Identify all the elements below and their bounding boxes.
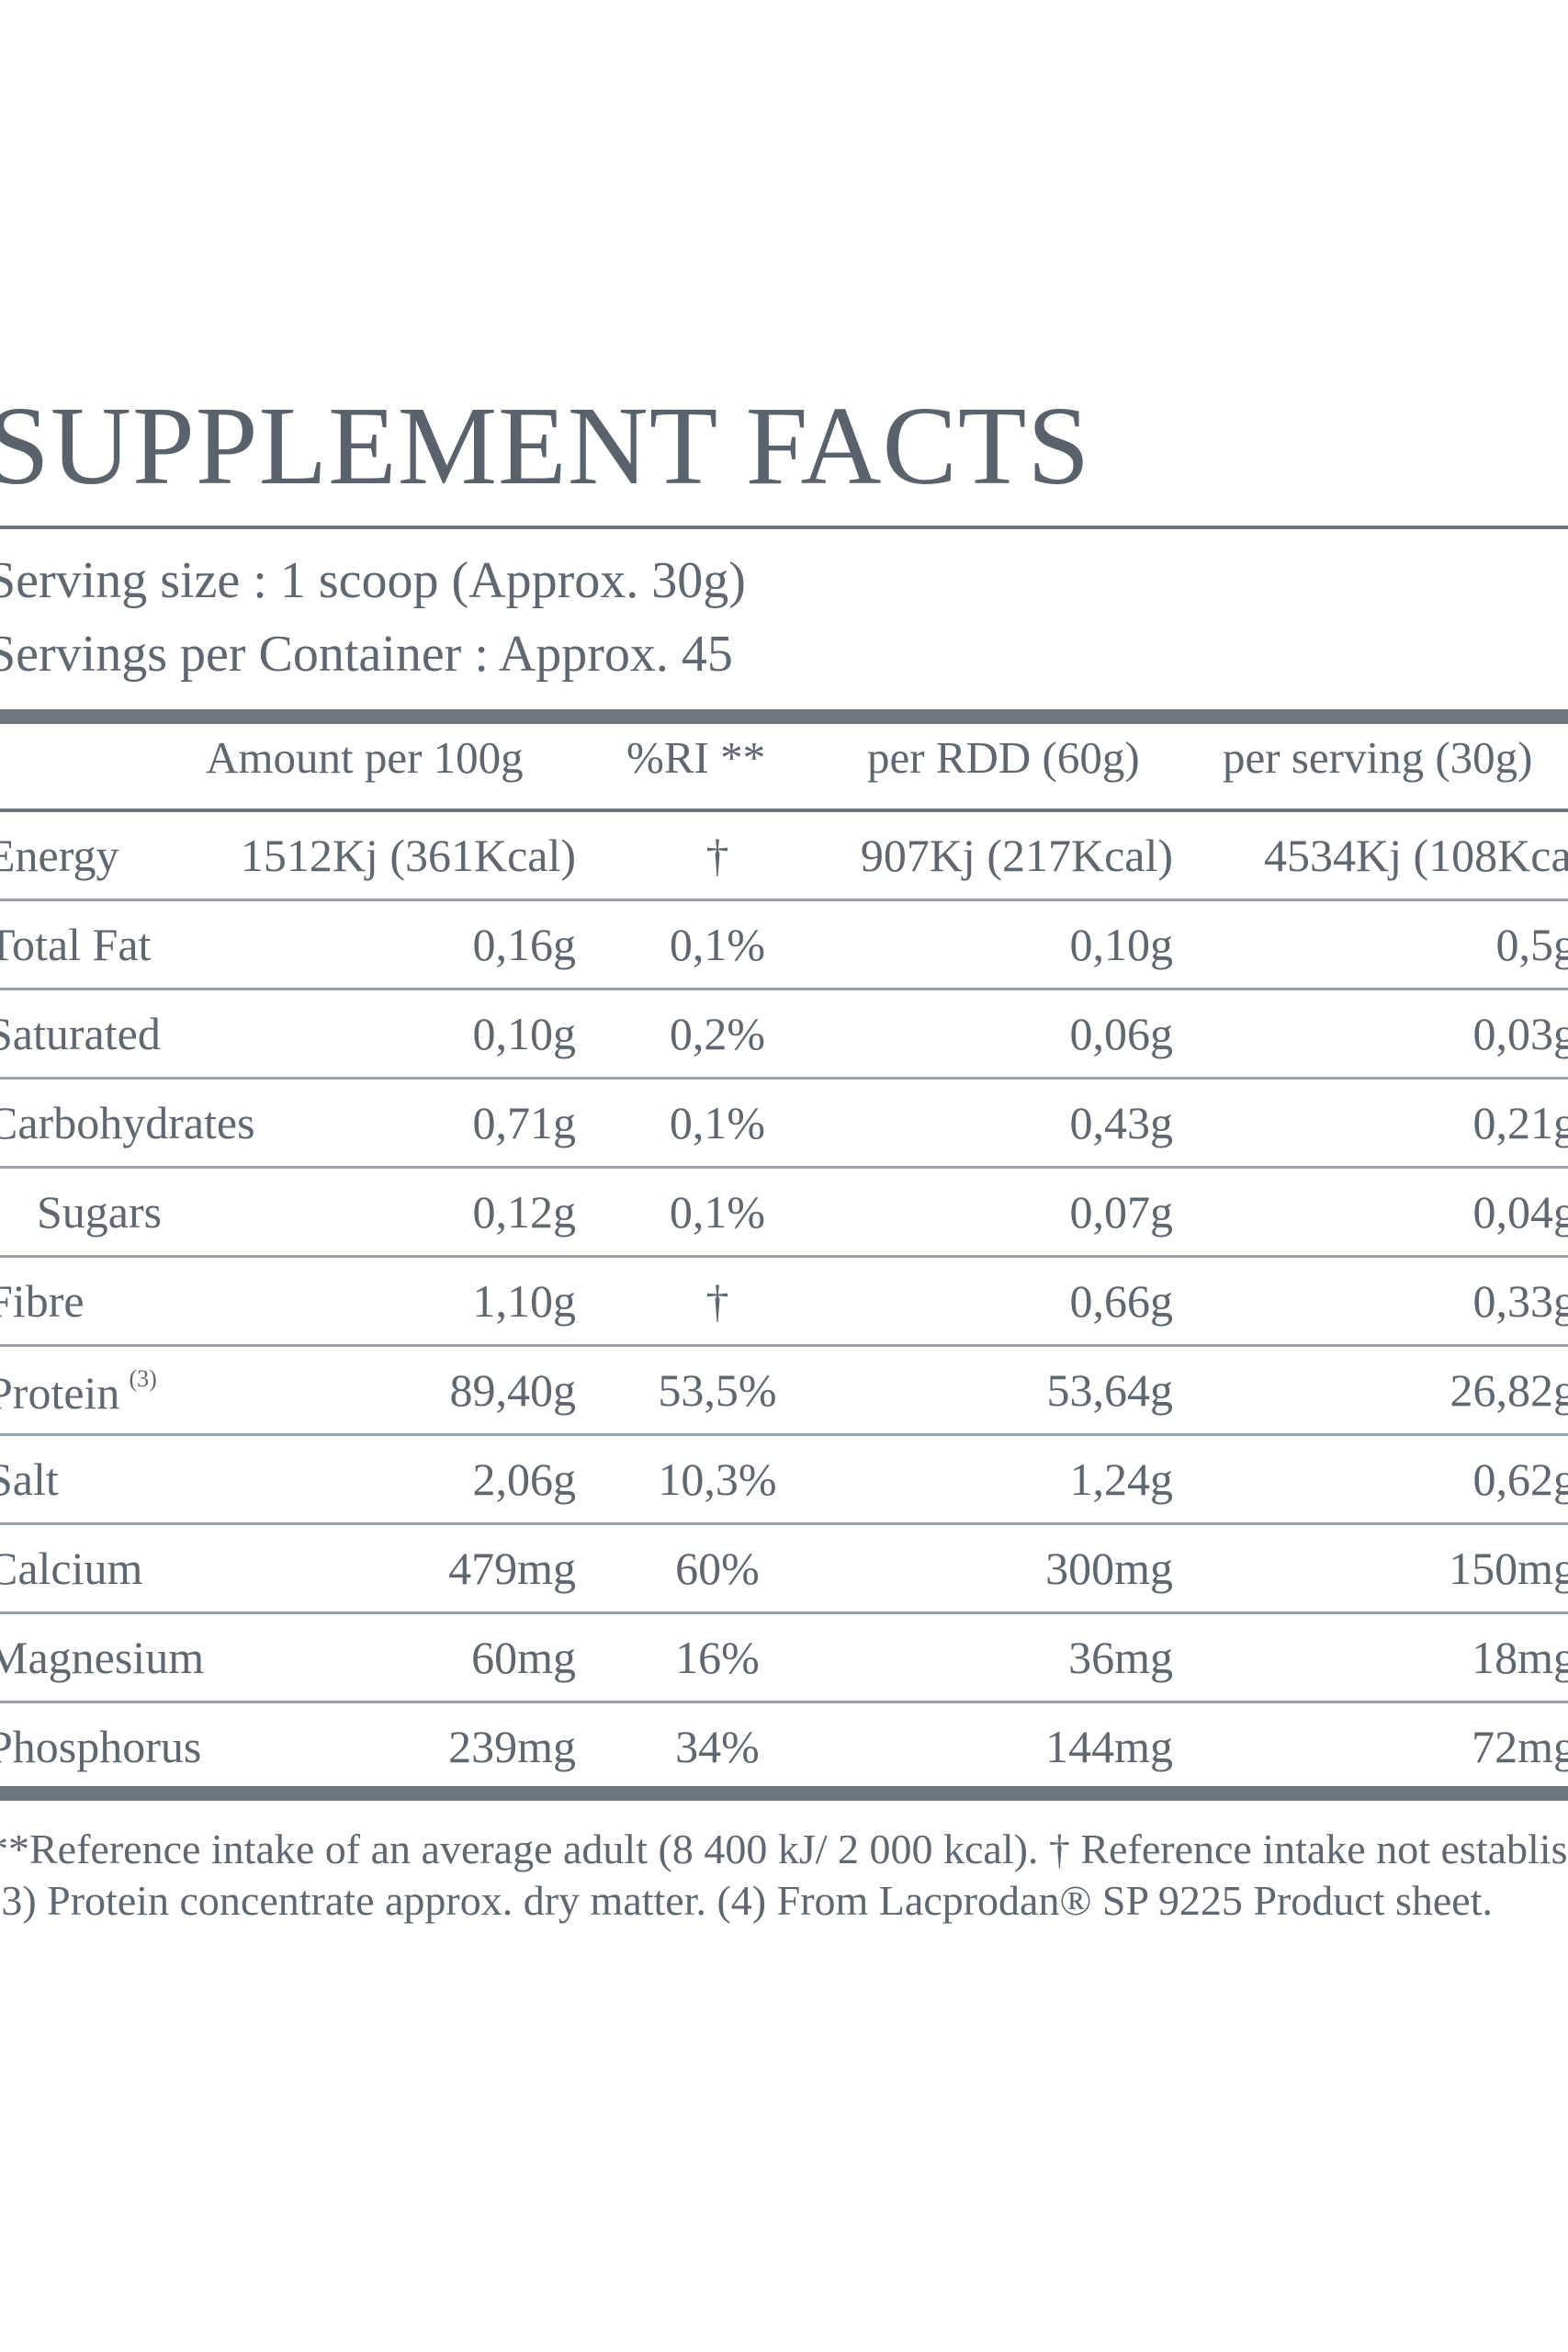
table-row: Carbohydrates 0,71g 0,1% 0,43g 0,21g bbox=[0, 1080, 1568, 1169]
nutrient-name: Phosphorus bbox=[0, 1721, 202, 1772]
per-rdd: 0,07g bbox=[1069, 1186, 1174, 1238]
table-row: Salt 2,06g 10,3% 1,24g 0,62g bbox=[0, 1436, 1568, 1525]
nutrient-name: Total Fat bbox=[0, 919, 152, 970]
amount-per-100g: 239mg bbox=[448, 1721, 576, 1772]
amount-per-100g: 89,40g bbox=[449, 1364, 577, 1416]
footnote-ref: (3) bbox=[129, 1365, 157, 1392]
ri-percent: 0,2% bbox=[669, 1008, 766, 1059]
per-serving: 150mg bbox=[1449, 1543, 1568, 1594]
per-rdd: 1,24g bbox=[1069, 1453, 1174, 1505]
ri-percent: † bbox=[705, 1275, 729, 1327]
table-row: Sugars 0,12g 0,1% 0,07g 0,04g bbox=[0, 1169, 1568, 1258]
amount-per-100g: 1512Kj (361Kcal) bbox=[240, 830, 576, 881]
col-header-amount: Amount per 100g bbox=[206, 732, 524, 783]
amount-per-100g: 0,12g bbox=[472, 1186, 577, 1238]
ri-percent: 0,1% bbox=[669, 1097, 766, 1148]
nutrient-name: Calcium bbox=[0, 1543, 143, 1594]
ri-percent: 34% bbox=[675, 1721, 760, 1772]
per-serving: 4534Kj (108Kcal) bbox=[1264, 830, 1568, 881]
per-rdd: 300mg bbox=[1045, 1543, 1173, 1594]
per-rdd: 0,43g bbox=[1069, 1097, 1174, 1148]
nutrient-name: Fibre bbox=[0, 1275, 85, 1327]
amount-per-100g: 0,71g bbox=[472, 1097, 577, 1148]
nutrient-name: Magnesium bbox=[0, 1632, 205, 1683]
serving-size: Serving size : 1 scoop (Approx. 30g) bbox=[0, 552, 746, 609]
per-rdd: 0,66g bbox=[1069, 1275, 1174, 1327]
table-row: Saturated 0,10g 0,2% 0,06g 0,03g bbox=[0, 990, 1568, 1080]
amount-per-100g: 0,16g bbox=[472, 919, 577, 970]
nutrient-name: Salt bbox=[0, 1453, 59, 1505]
ri-percent: 60% bbox=[675, 1543, 760, 1594]
ri-percent: 0,1% bbox=[669, 1186, 766, 1238]
footnote-reference-intake: **Reference intake of an average adult (… bbox=[0, 1826, 1568, 1872]
per-serving: 0,03g bbox=[1472, 1008, 1568, 1059]
nutrient-name: Carbohydrates bbox=[0, 1097, 255, 1148]
ri-percent: 16% bbox=[675, 1632, 760, 1683]
table-row: Magnesium 60mg 16% 36mg 18mg bbox=[0, 1614, 1568, 1703]
per-rdd: 0,06g bbox=[1069, 1008, 1174, 1059]
nutrient-name: Energy bbox=[0, 830, 119, 881]
nutrient-name: Protein (3) bbox=[0, 1365, 157, 1419]
nutrient-name: Saturated bbox=[0, 1008, 161, 1059]
ri-percent: 53,5% bbox=[658, 1364, 777, 1416]
per-rdd: 0,10g bbox=[1069, 919, 1174, 970]
per-serving: 72mg bbox=[1472, 1721, 1568, 1772]
amount-per-100g: 1,10g bbox=[472, 1275, 577, 1327]
amount-per-100g: 60mg bbox=[471, 1632, 576, 1683]
per-serving: 26,82g bbox=[1450, 1364, 1568, 1416]
amount-per-100g: 479mg bbox=[448, 1543, 576, 1594]
title-divider bbox=[0, 526, 1568, 529]
amount-per-100g: 0,10g bbox=[472, 1008, 577, 1059]
per-serving: 0,33g bbox=[1472, 1275, 1568, 1327]
nutrient-name-text: Protein bbox=[0, 1367, 120, 1419]
ri-percent: † bbox=[705, 830, 729, 881]
table-bottom-divider bbox=[0, 1786, 1568, 1801]
table-row: Energy 1512Kj (361Kcal) † 907Kj (217Kcal… bbox=[0, 812, 1568, 901]
per-rdd: 53,64g bbox=[1046, 1364, 1174, 1416]
per-serving: 0,62g bbox=[1472, 1453, 1568, 1505]
col-header-serving: per serving (30g) bbox=[1223, 732, 1533, 783]
nutrient-name: Sugars bbox=[37, 1186, 163, 1238]
table-row: Calcium 479mg 60% 300mg 150mg bbox=[0, 1525, 1568, 1614]
ri-percent: 10,3% bbox=[658, 1453, 777, 1505]
header-divider bbox=[0, 808, 1568, 812]
table-row: Protein (3) 89,40g 53,5% 53,64g 26,82g bbox=[0, 1347, 1568, 1436]
table-row: Total Fat 0,16g 0,1% 0,10g 0,5g bbox=[0, 901, 1568, 990]
ri-percent: 0,1% bbox=[669, 919, 766, 970]
table-row: Fibre 1,10g † 0,66g 0,33g bbox=[0, 1258, 1568, 1347]
servings-per-container: Servings per Container : Approx. 45 bbox=[0, 626, 733, 683]
per-serving: 0,04g bbox=[1472, 1186, 1568, 1238]
per-serving: 18mg bbox=[1472, 1632, 1568, 1683]
col-header-ri: %RI ** bbox=[626, 732, 766, 783]
amount-per-100g: 2,06g bbox=[472, 1453, 577, 1505]
serving-divider bbox=[0, 709, 1568, 724]
per-rdd: 907Kj (217Kcal) bbox=[860, 830, 1173, 881]
col-header-rdd: per RDD (60g) bbox=[867, 732, 1140, 783]
per-serving: 0,21g bbox=[1472, 1097, 1568, 1148]
per-rdd: 36mg bbox=[1068, 1632, 1173, 1683]
footnote-protein: (3) Protein concentrate approx. dry matt… bbox=[0, 1877, 1493, 1924]
panel-title: SUPPLEMENT FACTS bbox=[0, 384, 1091, 508]
per-rdd: 144mg bbox=[1045, 1721, 1173, 1772]
per-serving: 0,5g bbox=[1495, 919, 1568, 970]
table-row: Phosphorus 239mg 34% 144mg 72mg bbox=[0, 1703, 1568, 1792]
